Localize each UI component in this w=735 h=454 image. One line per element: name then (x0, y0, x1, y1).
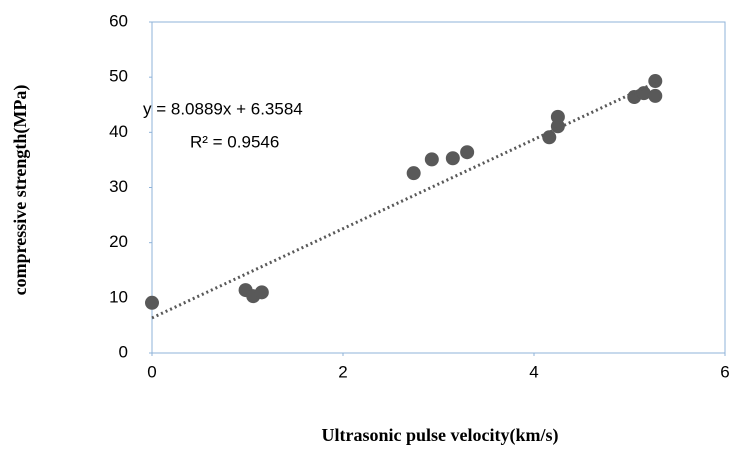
x-tick-label: 6 (720, 362, 729, 381)
x-axis-title: Ultrasonic pulse velocity(km/s) (322, 425, 559, 446)
point (445, 151, 460, 166)
point (460, 145, 475, 160)
point (542, 130, 557, 145)
x-tick-label: 2 (338, 362, 347, 381)
y-tick-label: 40 (109, 122, 128, 141)
point (636, 86, 651, 101)
y-tick-label: 60 (109, 11, 128, 30)
x-tick-label: 0 (147, 362, 156, 381)
y-tick-label: 30 (109, 177, 128, 196)
point (648, 74, 663, 89)
y-tick-label: 20 (109, 232, 128, 251)
equation: y = 8.0889x + 6.3584 (143, 99, 303, 118)
point (550, 109, 565, 124)
y-tick-label: 10 (109, 287, 128, 306)
point (406, 166, 421, 181)
point (145, 295, 159, 310)
y-tick-label: 0 (119, 342, 128, 361)
point (648, 88, 663, 103)
y-axis-title: compressive strength(MPa) (10, 85, 31, 296)
plot-area (151, 21, 726, 354)
x-tick-label: 4 (529, 362, 538, 381)
point (424, 152, 439, 167)
point (254, 285, 269, 300)
r-squared: R² = 0.9546 (190, 132, 279, 151)
y-tick-label: 50 (109, 67, 128, 86)
